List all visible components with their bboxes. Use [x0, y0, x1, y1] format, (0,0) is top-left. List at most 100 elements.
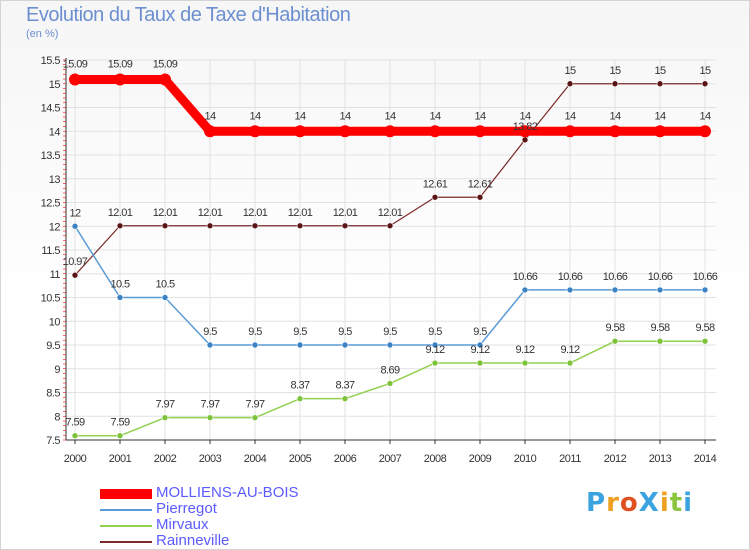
proxiti-logo: ProXiti: [586, 488, 693, 518]
logo-letter: r: [606, 488, 620, 518]
data-label: 14: [699, 110, 711, 122]
data-label: 9.12: [560, 344, 579, 356]
data-label: 10.66: [693, 271, 718, 283]
data-point: [476, 193, 484, 201]
logo-letter: o: [619, 488, 639, 518]
data-point: [386, 380, 394, 387]
x-tick-label: 2006: [334, 453, 357, 465]
data-label: 12.01: [243, 207, 268, 219]
x-tick-label: 2011: [559, 453, 581, 465]
data-point: [656, 286, 664, 294]
data-label: 9.5: [428, 326, 442, 338]
data-point: [296, 341, 304, 349]
data-point: [71, 432, 79, 440]
data-point: [116, 432, 124, 440]
data-label: 14: [384, 110, 396, 122]
data-label: 9.5: [248, 326, 262, 338]
data-label: 9.5: [473, 326, 487, 338]
data-label: 15: [699, 65, 711, 77]
data-point: [566, 286, 574, 294]
y-tick-label: 13.5: [41, 150, 61, 162]
logo-letter: P: [586, 488, 607, 518]
data-label: 15.09: [108, 58, 133, 70]
data-label: 12.61: [423, 178, 448, 190]
x-tick-label: 2014: [694, 453, 717, 465]
data-label: 9.12: [470, 344, 489, 356]
data-point: [159, 73, 171, 86]
data-label: 10.5: [110, 279, 129, 291]
data-point: [294, 125, 306, 138]
x-tick-label: 2007: [379, 453, 402, 465]
data-label: 7.97: [245, 399, 264, 411]
data-label: 10.66: [513, 271, 538, 283]
data-label: 9.5: [338, 326, 352, 338]
data-label: 7.59: [110, 417, 129, 429]
data-label: 14: [294, 110, 306, 122]
data-point: [341, 341, 349, 349]
data-point: [251, 222, 259, 230]
x-tick-label: 2002: [154, 453, 177, 465]
y-tick-label: 10: [49, 316, 61, 328]
legend-label-rainneville: Rainneville: [156, 532, 230, 549]
y-tick-label: 15: [49, 79, 61, 91]
data-point: [341, 222, 349, 230]
x-tick-label: 2001: [109, 453, 132, 465]
data-point: [521, 136, 529, 144]
legend-swatch-mirvaux: [100, 525, 152, 527]
y-tick-label: 8: [54, 411, 60, 423]
legend-swatch-pierregot: [100, 509, 152, 511]
data-label: 14: [249, 110, 261, 122]
data-label: 10.66: [648, 271, 673, 283]
data-label: 12.01: [333, 207, 358, 219]
data-label: 8.37: [335, 380, 354, 392]
data-point: [341, 395, 349, 402]
data-label: 15: [654, 65, 666, 77]
x-tick-label: 2010: [514, 453, 537, 465]
data-point: [431, 193, 439, 201]
data-point: [611, 286, 619, 294]
data-label: 15: [609, 65, 621, 77]
data-point: [251, 341, 259, 349]
data-point: [386, 222, 394, 230]
y-tick-label: 13: [49, 174, 61, 186]
y-tick-label: 9: [54, 364, 60, 376]
data-point: [161, 294, 169, 301]
x-tick-label: 2004: [244, 453, 267, 465]
data-label: 12.01: [198, 207, 223, 219]
y-tick-label: 8.5: [46, 388, 60, 400]
data-point: [656, 337, 664, 345]
y-tick-label: 14: [49, 126, 61, 138]
x-tick-label: 2003: [199, 453, 222, 465]
y-tick-label: 14.5: [41, 103, 61, 115]
data-point: [566, 80, 574, 88]
chart-title: Evolution du Taux de Taxe d'Habitation: [26, 4, 351, 26]
data-point: [339, 125, 351, 138]
data-label: 12.61: [468, 178, 493, 190]
data-point: [654, 125, 666, 138]
data-point: [114, 73, 126, 86]
y-tick-label: 11: [50, 269, 61, 281]
data-label: 10.66: [603, 271, 628, 283]
data-label: 9.58: [605, 322, 624, 334]
data-point: [476, 341, 484, 349]
data-label: 15.09: [63, 58, 88, 70]
logo-letter: i: [659, 488, 670, 518]
data-label: 9.58: [650, 322, 669, 334]
logo-letter: i: [683, 488, 694, 518]
data-label: 12.01: [108, 207, 133, 219]
y-tick-label: 15.5: [41, 55, 61, 67]
data-point: [296, 222, 304, 230]
x-tick-label: 2012: [604, 453, 627, 465]
data-label: 14: [429, 110, 441, 122]
data-point: [206, 414, 214, 421]
data-label: 13.82: [513, 121, 538, 133]
y-tick-label: 12.5: [41, 198, 61, 210]
data-label: 7.97: [155, 399, 174, 411]
data-point: [161, 414, 169, 421]
data-point: [161, 222, 169, 230]
data-point: [564, 125, 576, 138]
data-label: 9.5: [293, 326, 307, 338]
data-label: 14: [564, 110, 576, 122]
x-tick-label: 2005: [289, 453, 312, 465]
